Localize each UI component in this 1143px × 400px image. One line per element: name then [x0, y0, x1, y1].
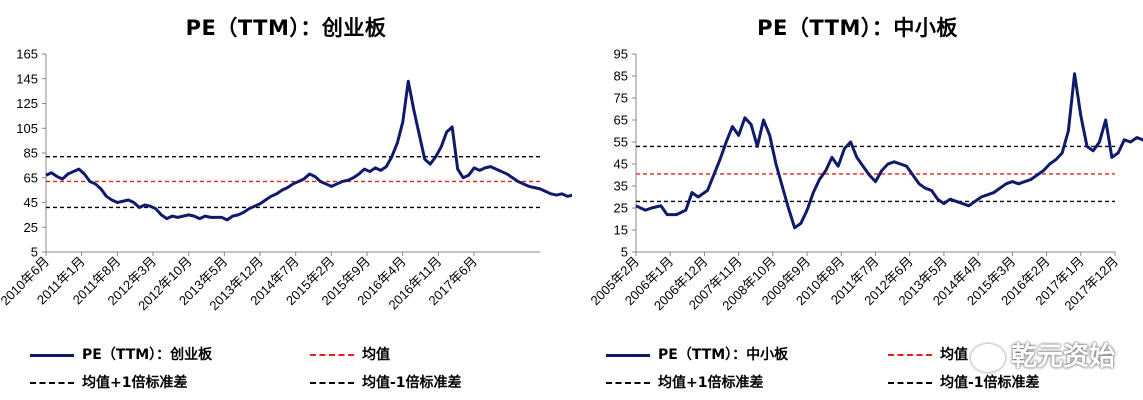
watermark: 乾元资始 [970, 336, 1115, 373]
legend-item-minus-std: 均值-1倍标准差 [310, 372, 462, 392]
legend-swatch-black-dashed [888, 382, 932, 384]
legend-label: 均值 [940, 347, 968, 363]
legend-label: 均值-1倍标准差 [940, 375, 1040, 391]
chart-panel-sme: PE（TTM）：中小板 5 15 25 35 45 55 65 75 85 95 2005年2月 20… [572, 0, 1143, 400]
series-line [635, 72, 1143, 230]
y-tick-label: 55 [614, 135, 628, 150]
chart-title: PE（TTM）：创业板 [185, 16, 387, 40]
legend-swatch-black-dashed [606, 382, 650, 384]
legend-item-plus-std: 均值+1倍标准差 [30, 372, 187, 392]
legend: PE（TTM）：中小板 均值 均值+1倍标准差 均值-1倍标准差 [572, 336, 1143, 400]
y-tick-label: 85 [614, 69, 628, 84]
y-tick-label: 25 [614, 201, 628, 216]
chart-plot-sme: 51525354555657585952005年2月2006年1月2006年12… [588, 47, 1143, 313]
legend-item-mean: 均值 [310, 344, 390, 364]
y-tick-label: 125 [16, 96, 38, 111]
y-tick-label: 25 [24, 220, 38, 235]
legend-item-pe: PE（TTM）：创业板 [30, 344, 212, 364]
y-tick-label: 5 [31, 245, 38, 260]
y-tick-label: 65 [24, 170, 38, 185]
y-tick-label: 15 [614, 223, 628, 238]
legend-item-minus-std: 均值-1倍标准差 [888, 372, 1040, 392]
legend-item-plus-std: 均值+1倍标准差 [606, 372, 763, 392]
y-tick-label: 35 [614, 179, 628, 194]
legend-item-pe: PE（TTM）：中小板 [606, 344, 788, 364]
y-tick-label: 75 [614, 91, 628, 106]
y-tick-label: 45 [614, 157, 628, 172]
legend-label: PE（TTM）：创业板 [82, 347, 213, 363]
y-tick-label: 145 [16, 71, 38, 86]
chart-plot-chinext: 5254565851051251451652010年6月2011年1月2011年… [0, 47, 572, 313]
series-line [45, 79, 572, 222]
legend-swatch-black-dashed [30, 382, 74, 384]
chart-panel-chinext: PE（TTM）：创业板 5 25 45 65 85 105 125 145 165 2010年6月… [0, 16, 572, 400]
y-tick-label: 45 [24, 195, 38, 210]
y-tick-label: 5 [621, 245, 628, 260]
legend-swatch-red-dashed [888, 354, 932, 356]
legend: PE（TTM）：创业板 均值 均值+1倍标准差 均值-1倍标准差 [0, 336, 572, 400]
legend-label: 均值-1倍标准差 [362, 375, 462, 391]
legend-swatch-solid [30, 353, 74, 357]
y-tick-label: 95 [614, 47, 628, 62]
wechat-icon [970, 343, 1005, 372]
legend-label: 均值+1倍标准差 [658, 375, 764, 391]
legend-swatch-solid [606, 353, 650, 357]
legend-label: 均值 [362, 347, 390, 363]
y-tick-label: 105 [16, 121, 38, 136]
legend-label: 均值+1倍标准差 [82, 375, 188, 391]
watermark-text: 乾元资始 [1010, 342, 1115, 372]
y-tick-label: 85 [24, 146, 38, 161]
y-tick-label: 65 [614, 113, 628, 128]
legend-item-mean: 均值 [888, 344, 968, 364]
y-tick-label: 165 [16, 47, 38, 62]
chart-title: PE（TTM）：中小板 [757, 16, 958, 40]
legend-label: PE（TTM）：中小板 [658, 347, 789, 363]
legend-swatch-black-dashed [310, 382, 354, 384]
legend-swatch-red-dashed [310, 354, 354, 356]
